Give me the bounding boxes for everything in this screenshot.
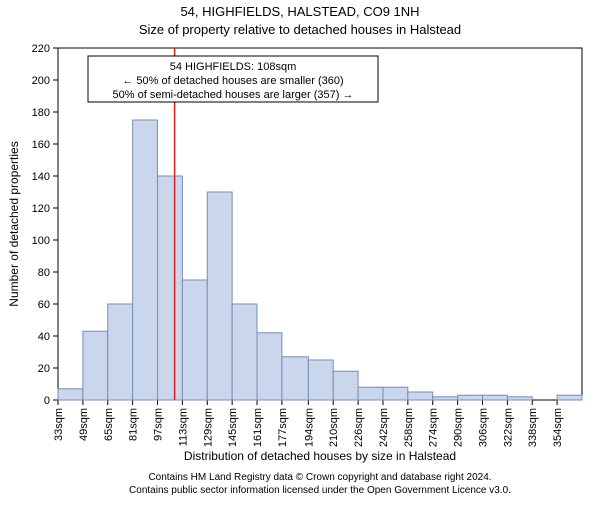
y-tick-label: 140: [32, 171, 50, 183]
x-tick-label: 113sqm: [177, 408, 189, 446]
histogram-bar: [358, 387, 383, 400]
annotation-line3: 50% of semi-detached houses are larger (…: [113, 89, 354, 101]
y-tick-label: 200: [32, 75, 50, 87]
x-tick-label: 49sqm: [78, 408, 90, 441]
histogram-bar: [408, 392, 433, 400]
y-axis-label: Number of detached properties: [7, 141, 21, 306]
x-tick-label: 65sqm: [103, 408, 115, 441]
histogram-bar: [333, 371, 358, 400]
annotation-line1: 54 HIGHFIELDS: 108sqm: [170, 61, 297, 73]
chart-container: 54, HIGHFIELDS, HALSTEAD, CO9 1NH Size of…: [0, 0, 600, 500]
histogram-bar: [158, 176, 183, 400]
x-tick-label: 210sqm: [328, 408, 340, 447]
y-tick-label: 0: [44, 395, 50, 407]
y-tick-label: 80: [38, 267, 50, 279]
x-axis-label: Distribution of detached houses by size …: [184, 449, 456, 463]
y-tick-label: 180: [32, 107, 50, 119]
histogram-bar: [133, 120, 158, 400]
x-tick-label: 354sqm: [552, 408, 564, 447]
y-tick-label: 160: [32, 139, 50, 151]
annotation-line2: ← 50% of detached houses are smaller (36…: [122, 75, 343, 87]
histogram-bar: [257, 333, 282, 400]
x-tick-label: 306sqm: [477, 408, 489, 447]
y-tick-label: 120: [32, 203, 50, 215]
histogram-bar: [232, 304, 257, 400]
histogram-bar: [108, 304, 133, 400]
y-tick-label: 60: [38, 299, 50, 311]
histogram-bar: [308, 360, 333, 400]
x-tick-label: 242sqm: [378, 408, 390, 447]
x-tick-label: 226sqm: [353, 408, 365, 447]
x-tick-label: 145sqm: [227, 408, 239, 447]
y-tick-label: 100: [32, 235, 50, 247]
x-tick-label: 194sqm: [303, 408, 315, 447]
histogram-bar: [383, 387, 408, 400]
histogram-chart: 54, HIGHFIELDS, HALSTEAD, CO9 1NH Size of…: [0, 0, 600, 500]
x-tick-label: 290sqm: [453, 408, 465, 447]
histogram-bar: [458, 395, 483, 400]
histogram-bar: [83, 331, 108, 400]
x-tick-label: 177sqm: [277, 408, 289, 447]
histogram-bar: [433, 397, 458, 400]
histogram-bar: [482, 395, 507, 400]
histogram-bar: [507, 397, 532, 400]
histogram-bar: [207, 192, 232, 400]
histogram-bar: [58, 389, 83, 400]
x-tick-label: 258sqm: [403, 408, 415, 447]
y-tick-label: 40: [38, 331, 50, 343]
subtitle: Size of property relative to detached ho…: [139, 22, 461, 37]
histogram-bar: [557, 395, 582, 400]
histogram-bar: [182, 280, 207, 400]
footnote-line1: Contains HM Land Registry data © Crown c…: [148, 472, 491, 483]
x-tick-label: 81sqm: [128, 408, 140, 441]
x-tick-label: 161sqm: [252, 408, 264, 447]
x-tick-label: 338sqm: [527, 408, 539, 447]
y-tick-label: 20: [38, 363, 50, 375]
x-tick-label: 274sqm: [428, 408, 440, 447]
x-tick-label: 97sqm: [153, 408, 165, 441]
page-title: 54, HIGHFIELDS, HALSTEAD, CO9 1NH: [180, 4, 419, 19]
x-tick-label: 322sqm: [502, 408, 514, 447]
x-tick-label: 33sqm: [53, 408, 65, 441]
x-tick-label: 129sqm: [202, 408, 214, 447]
histogram-bar: [282, 357, 308, 400]
y-tick-label: 220: [32, 43, 50, 55]
footnote-line2: Contains public sector information licen…: [129, 485, 511, 496]
